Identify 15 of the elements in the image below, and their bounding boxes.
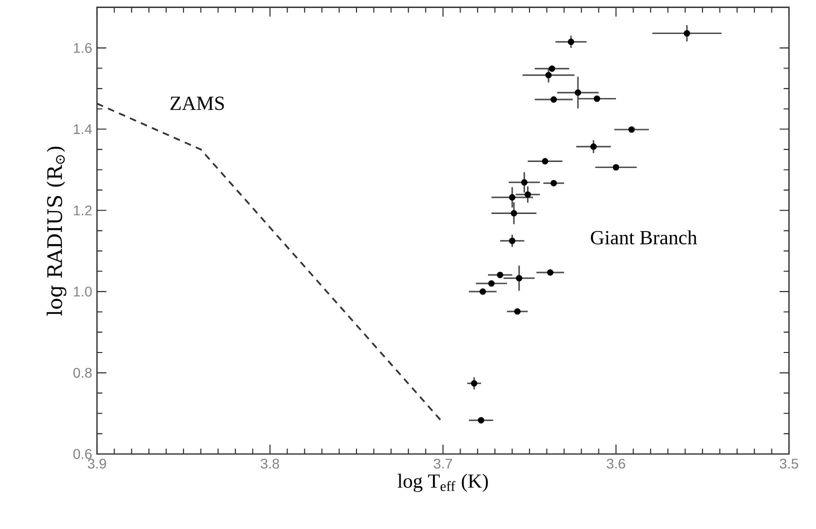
x-axis-title: log T$_{eff}$ (K) — [398, 474, 488, 492]
annotation: ZAMS — [170, 96, 224, 110]
y-tick-label: 1.2 — [74, 205, 92, 216]
y-tick-label: 1.6 — [74, 42, 92, 53]
y-axis-title: log RADIUS (R$_{⊙}$) — [46, 146, 66, 316]
annotation: Giant Branch — [590, 230, 697, 244]
x-tick-label: 3.6 — [606, 458, 626, 469]
y-tick-label: 1.0 — [74, 286, 92, 297]
x-tick-label: 3.8 — [260, 458, 280, 469]
y-tick-label: 0.6 — [73, 449, 92, 459]
x-tick-label: 3.9 — [88, 458, 106, 469]
x-tick-label: 3.5 — [780, 458, 798, 469]
y-tick-label: 1.4 — [74, 124, 92, 134]
y-tick-label: 0.8 — [73, 368, 92, 378]
x-tick-label: 3.7 — [434, 458, 452, 469]
